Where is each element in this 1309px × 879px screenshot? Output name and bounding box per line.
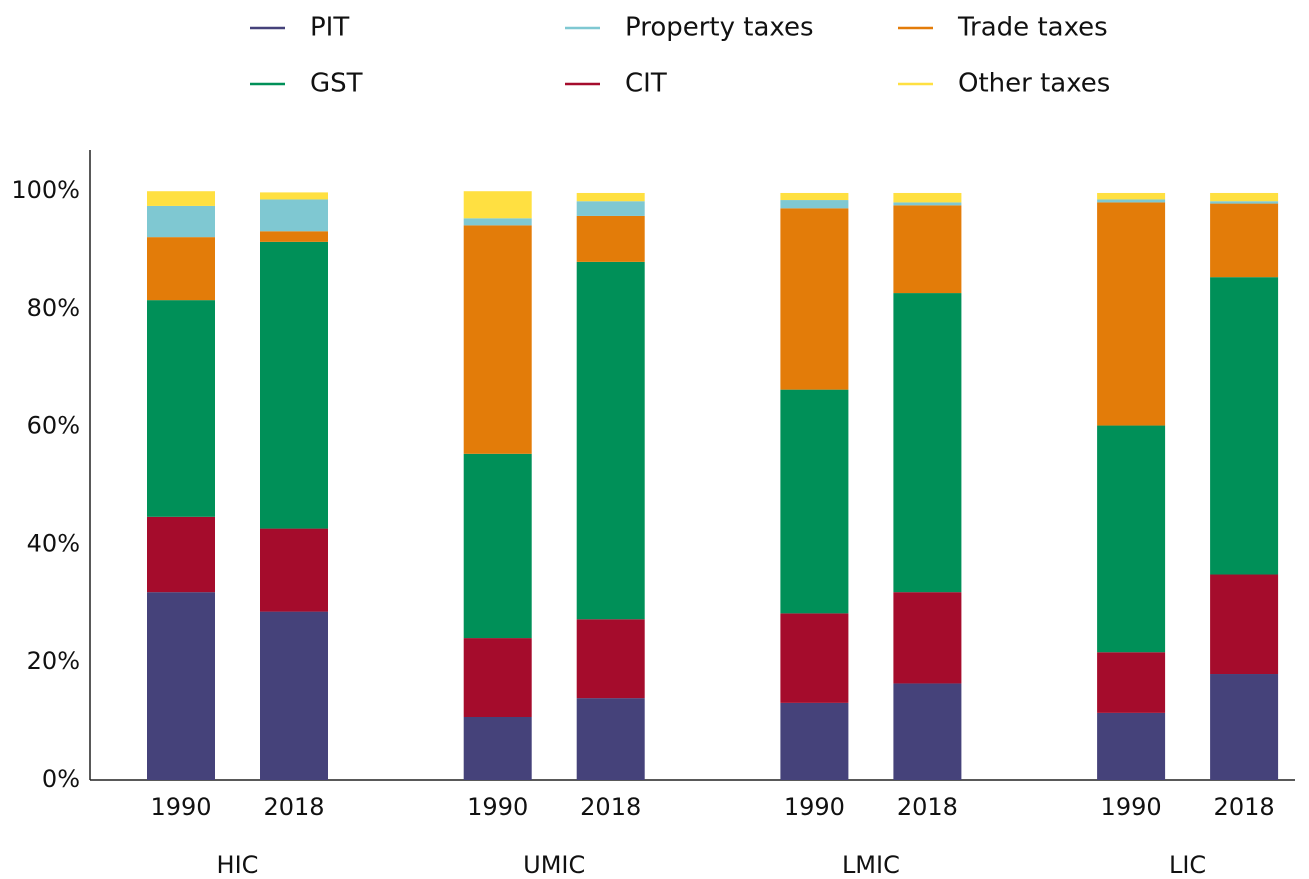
- bar-segment: [576, 261, 645, 620]
- x-tick-label: 1990: [1101, 793, 1162, 821]
- bar-segment: [260, 241, 328, 529]
- bar-segment: [576, 619, 645, 699]
- bar-segment: [463, 191, 532, 219]
- legend-label: CIT: [625, 69, 667, 99]
- bar-segment: [1210, 674, 1279, 780]
- legend-label: Property taxes: [625, 13, 814, 43]
- bar-segment: [893, 202, 962, 206]
- bar-segment: [576, 192, 645, 202]
- x-tick-label: 1990: [784, 793, 845, 821]
- bar-segment: [463, 225, 532, 454]
- bar-segment: [893, 592, 962, 684]
- group-label: LMIC: [842, 851, 900, 879]
- bar-segment: [260, 528, 328, 612]
- bar-segment: [576, 201, 645, 216]
- bar-segment: [1210, 192, 1279, 202]
- bar-segment: [893, 293, 962, 593]
- legend-label: Trade taxes: [957, 13, 1108, 43]
- bar-segment: [576, 698, 645, 780]
- group-label: UMIC: [523, 851, 585, 879]
- bar-segment: [463, 218, 532, 226]
- bar-segment: [147, 205, 215, 238]
- bar-segment: [147, 300, 215, 517]
- bar-segment: [780, 389, 849, 614]
- bar-segment: [1097, 425, 1166, 653]
- y-tick-label: 60%: [27, 412, 80, 440]
- y-tick-label: 100%: [11, 176, 80, 204]
- bar-segment: [1097, 712, 1166, 780]
- bar-segment: [1097, 202, 1166, 426]
- bar-segment: [780, 613, 849, 703]
- x-tick-label: 2018: [263, 793, 324, 821]
- bar-segment: [260, 192, 328, 200]
- bar-segment: [1097, 199, 1166, 203]
- x-tick-label: 1990: [150, 793, 211, 821]
- bar-segment: [260, 231, 328, 242]
- bar-segment: [1210, 201, 1279, 204]
- bar-segment: [147, 516, 215, 593]
- y-tick-label: 20%: [27, 647, 80, 675]
- group-label: HIC: [217, 851, 259, 879]
- bar-segment: [893, 683, 962, 780]
- bar-segment: [893, 205, 962, 294]
- bar-segment: [576, 215, 645, 262]
- x-tick-label: 2018: [580, 793, 641, 821]
- legend-label: Other taxes: [958, 69, 1110, 99]
- bar-segment: [780, 192, 849, 201]
- bar-segment: [780, 200, 849, 209]
- bar-segment: [260, 199, 328, 232]
- y-tick-label: 80%: [27, 294, 80, 322]
- bar-segment: [780, 208, 849, 390]
- x-tick-label: 1990: [467, 793, 528, 821]
- x-tick-label: 2018: [1214, 793, 1275, 821]
- y-tick-label: 0%: [42, 765, 80, 793]
- bar-segment: [463, 453, 532, 639]
- bar-segment: [147, 191, 215, 206]
- bar-segment: [463, 717, 532, 780]
- bar-segment: [1097, 192, 1166, 200]
- y-tick-label: 40%: [27, 529, 80, 557]
- bar-segment: [1097, 652, 1166, 713]
- bar-segment: [780, 702, 849, 780]
- bar-segment: [1210, 574, 1279, 675]
- legend-label: GST: [310, 69, 363, 99]
- bar-segment: [260, 611, 328, 780]
- bar-segment: [1210, 277, 1279, 575]
- bar-segment: [463, 638, 532, 717]
- bar-segment: [893, 192, 962, 203]
- bar-segment: [147, 592, 215, 780]
- legend-label: PIT: [310, 13, 349, 43]
- bar-segment: [147, 237, 215, 301]
- x-tick-label: 2018: [897, 793, 958, 821]
- bar-segment: [1210, 203, 1279, 278]
- group-label: LIC: [1169, 851, 1206, 879]
